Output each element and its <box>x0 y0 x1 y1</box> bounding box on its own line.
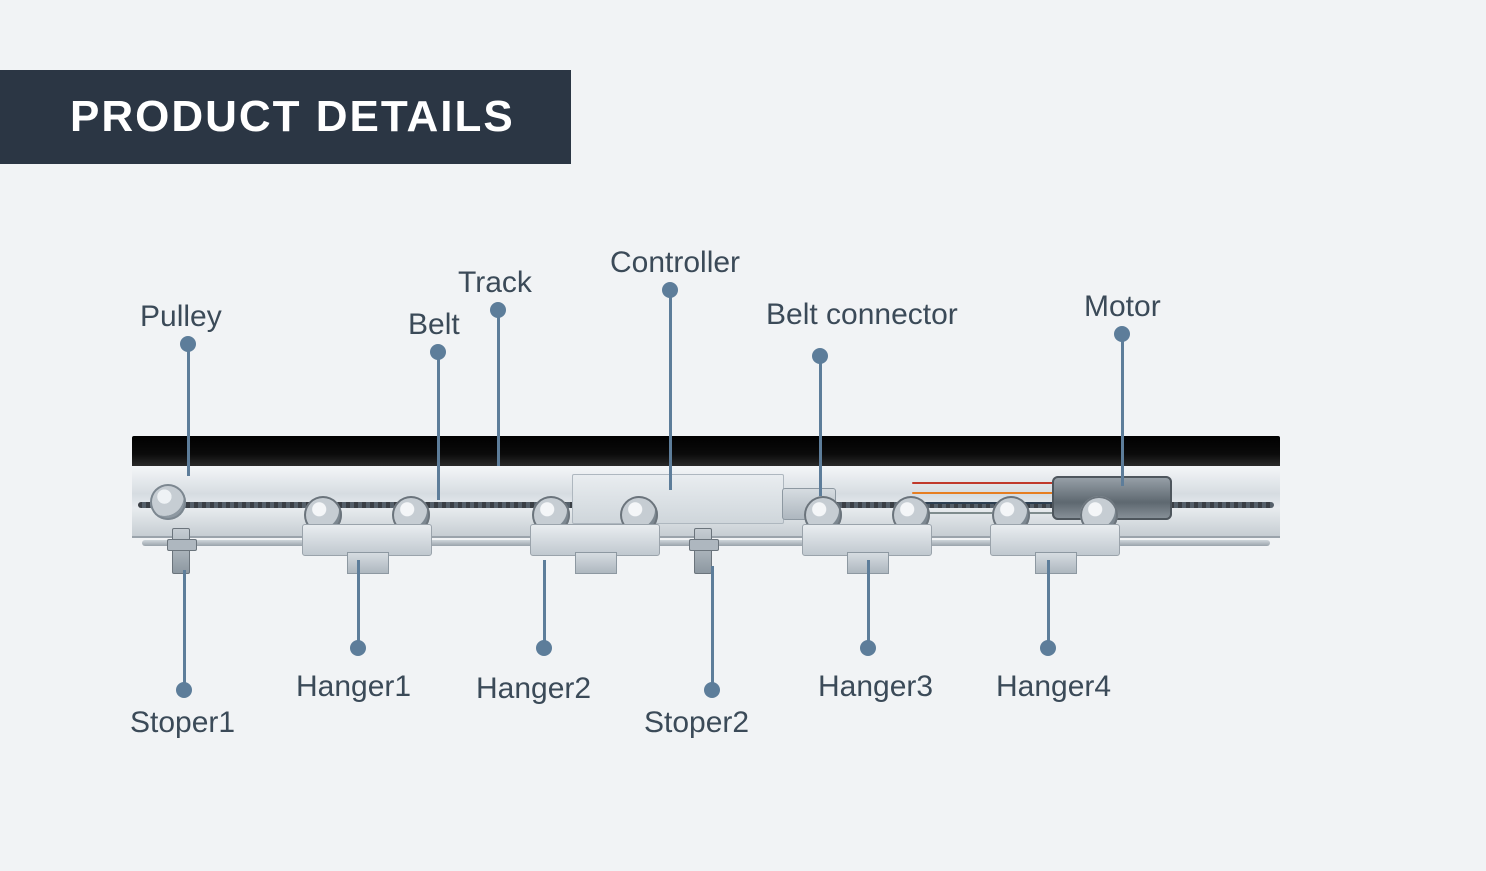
hanger-bracket <box>1035 552 1077 574</box>
rail-top-cover <box>132 436 1280 466</box>
callout-line-stoper2 <box>711 566 714 690</box>
callout-line-controller <box>669 290 672 490</box>
callout-line-track <box>497 310 500 466</box>
hanger-bracket <box>575 552 617 574</box>
callout-line-hanger1 <box>357 560 360 648</box>
callout-label-hanger2: Hanger2 <box>476 672 591 706</box>
callout-line-stoper1 <box>183 570 186 690</box>
callout-label-motor: Motor <box>1084 290 1161 324</box>
callout-line-belt <box>437 352 440 500</box>
callout-label-pulley: Pulley <box>140 300 222 334</box>
callout-label-track: Track <box>458 266 532 300</box>
hanger-1 <box>292 496 442 572</box>
callout-line-belt-connector <box>819 356 822 496</box>
wire <box>912 482 1072 484</box>
callout-line-hanger4 <box>1047 560 1050 648</box>
hanger-bracket <box>347 552 389 574</box>
pulley-wheel <box>150 484 186 520</box>
callout-line-hanger2 <box>543 560 546 648</box>
callout-label-controller: Controller <box>610 246 740 280</box>
callout-line-hanger3 <box>867 560 870 648</box>
callout-label-belt: Belt <box>408 308 460 342</box>
callout-label-belt-connector: Belt connector <box>766 298 958 332</box>
wire <box>912 492 1072 494</box>
callout-label-stoper2: Stoper2 <box>644 706 749 740</box>
stopper-2 <box>694 528 712 574</box>
callout-line-motor <box>1121 334 1124 486</box>
page-title: PRODUCT DETAILS <box>0 70 571 164</box>
callout-line-pulley <box>187 344 190 476</box>
stopper-1 <box>172 528 190 574</box>
callout-label-hanger3: Hanger3 <box>818 670 933 704</box>
hanger-4 <box>980 496 1130 572</box>
diagram-stage: PRODUCT DETAILS Pulley Belt Track Controlle… <box>0 0 1486 871</box>
callout-label-hanger4: Hanger4 <box>996 670 1111 704</box>
callout-label-stoper1: Stoper1 <box>130 706 235 740</box>
rail-assembly <box>132 436 1280 538</box>
callout-label-hanger1: Hanger1 <box>296 670 411 704</box>
